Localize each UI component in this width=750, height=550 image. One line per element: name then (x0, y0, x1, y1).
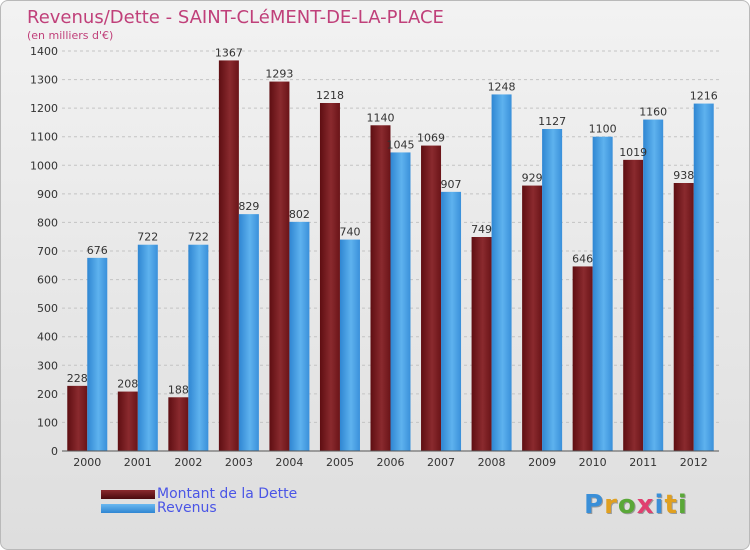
x-tick-label: 2010 (579, 456, 607, 469)
data-label-dette: 1367 (215, 46, 243, 59)
y-tick-label: 300 (37, 359, 58, 372)
proxiti-logo: Proxiti (584, 490, 688, 520)
bar-dette (370, 125, 391, 452)
data-label-revenus: 676 (87, 244, 108, 257)
chart-title: Revenus/Dette - SAINT-CLéMENT-DE-LA-PLAC… (27, 7, 444, 28)
y-tick-label: 800 (37, 216, 58, 229)
data-label-revenus: 722 (137, 231, 158, 244)
data-label-dette: 208 (117, 378, 138, 391)
data-label-revenus: 1248 (488, 80, 516, 93)
bar-revenus (137, 244, 158, 451)
data-label-dette: 749 (471, 223, 492, 236)
bar-dette (572, 266, 593, 451)
data-label-dette: 228 (67, 372, 88, 385)
y-tick-label: 500 (37, 302, 58, 315)
data-label-dette: 929 (522, 172, 543, 185)
x-tick-label: 2005 (326, 456, 354, 469)
data-label-dette: 1218 (316, 89, 344, 102)
x-tick-label: 2008 (478, 456, 506, 469)
y-tick-label: 1000 (30, 159, 58, 172)
bar-dette (218, 60, 239, 452)
bar-revenus (441, 191, 462, 451)
bar-revenus (693, 103, 714, 452)
legend-swatch-revenus (101, 504, 155, 513)
y-tick-label: 900 (37, 188, 58, 201)
data-label-dette: 1293 (265, 68, 293, 81)
x-tick-label: 2001 (124, 456, 152, 469)
data-label-revenus: 907 (441, 178, 462, 191)
legend-label-revenus: Revenus (157, 500, 217, 516)
legend-swatch-dette (101, 490, 155, 499)
bar-dette (522, 185, 543, 452)
y-tick-label: 600 (37, 274, 58, 287)
x-tick-label: 2007 (427, 456, 455, 469)
x-tick-label: 2011 (629, 456, 657, 469)
bar-revenus (491, 94, 512, 451)
y-tick-label: 400 (37, 331, 58, 344)
data-label-revenus: 1127 (538, 115, 566, 128)
data-label-dette: 1140 (367, 111, 395, 124)
y-tick-label: 0 (51, 445, 58, 458)
x-tick-label: 2003 (225, 456, 253, 469)
data-label-revenus: 1045 (387, 138, 415, 151)
x-tick-label: 2004 (275, 456, 303, 469)
bar-revenus (643, 119, 664, 452)
data-label-revenus: 1100 (589, 123, 617, 136)
bar-dette (168, 397, 189, 451)
bar-revenus (188, 244, 209, 451)
bar-revenus (238, 214, 259, 451)
x-tick-label: 2012 (680, 456, 708, 469)
y-tick-label: 700 (37, 245, 58, 258)
bar-revenus (289, 221, 310, 451)
y-tick-label: 1400 (30, 45, 58, 58)
bar-dette (421, 145, 442, 452)
bar-dette (117, 391, 138, 451)
x-tick-label: 2002 (174, 456, 202, 469)
data-label-revenus: 1216 (690, 90, 718, 103)
data-label-dette: 188 (168, 383, 189, 396)
bar-revenus (87, 257, 108, 451)
data-label-revenus: 829 (238, 200, 259, 213)
x-tick-label: 2009 (528, 456, 556, 469)
data-label-dette: 646 (572, 252, 593, 265)
bar-revenus (592, 136, 613, 451)
data-label-revenus: 802 (289, 208, 310, 221)
bar-revenus (542, 129, 563, 451)
bar-dette (673, 183, 694, 451)
data-labels: 228 676 208 722 188 722 1367 829 1293 802 1218 740 1… (67, 46, 718, 396)
data-label-revenus: 740 (339, 226, 360, 239)
y-tick-label: 200 (37, 388, 58, 401)
x-tick-label: 2006 (377, 456, 405, 469)
bar-dette (67, 385, 88, 451)
bar-dette (471, 237, 492, 451)
data-label-dette: 938 (673, 169, 694, 182)
data-label-dette: 1019 (619, 146, 647, 159)
data-label-revenus: 722 (188, 231, 209, 244)
data-label-dette: 1069 (417, 132, 445, 145)
x-tick-label: 2000 (73, 456, 101, 469)
bar-dette (319, 103, 340, 451)
bar-revenus (339, 239, 360, 451)
bar-revenus (390, 152, 411, 451)
bars (67, 60, 714, 452)
chart-subtitle: (en milliers d'€) (27, 29, 114, 42)
axis-ticks: 0 100 200 300 400 500 600 700 800 900 1000 1100 1200… (30, 45, 708, 469)
y-tick-label: 100 (37, 416, 58, 429)
data-label-revenus: 1160 (639, 106, 667, 119)
y-tick-label: 1200 (30, 102, 58, 115)
y-tick-label: 1100 (30, 131, 58, 144)
bar-dette (623, 159, 644, 451)
bar-dette (269, 81, 290, 452)
legend-label-dette: Montant de la Dette (157, 486, 298, 502)
y-tick-label: 1300 (30, 74, 58, 87)
